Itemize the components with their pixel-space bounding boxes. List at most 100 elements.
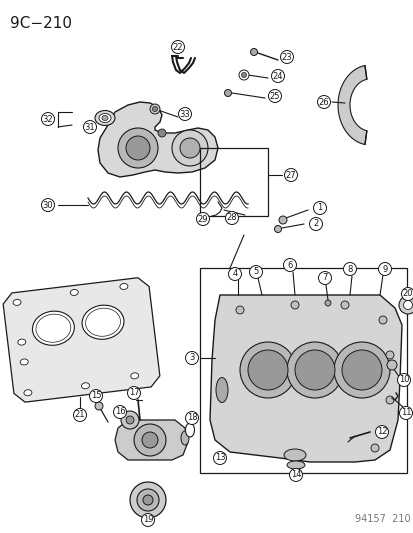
Text: 11: 11 <box>400 408 410 417</box>
Circle shape <box>118 128 158 168</box>
Ellipse shape <box>185 423 194 437</box>
Circle shape <box>150 104 159 114</box>
Circle shape <box>95 402 103 410</box>
Circle shape <box>89 390 102 402</box>
Ellipse shape <box>70 289 78 295</box>
Text: 20: 20 <box>402 289 412 298</box>
Text: 4: 4 <box>232 270 237 279</box>
Circle shape <box>113 406 126 418</box>
Circle shape <box>333 342 389 398</box>
Circle shape <box>126 136 150 160</box>
Ellipse shape <box>18 339 26 345</box>
Ellipse shape <box>36 314 71 342</box>
Circle shape <box>343 262 356 276</box>
Text: 22: 22 <box>172 43 183 52</box>
Circle shape <box>171 130 207 166</box>
Ellipse shape <box>102 116 108 120</box>
Bar <box>199 268 406 473</box>
Ellipse shape <box>131 373 138 379</box>
Text: 29: 29 <box>197 214 208 223</box>
Text: 19: 19 <box>142 515 153 524</box>
Circle shape <box>370 444 378 452</box>
Circle shape <box>126 416 134 424</box>
Text: 17: 17 <box>128 389 139 398</box>
Circle shape <box>250 49 257 55</box>
Circle shape <box>401 287 413 301</box>
Ellipse shape <box>13 300 21 305</box>
Circle shape <box>83 120 96 133</box>
Text: 32: 32 <box>43 115 53 124</box>
Ellipse shape <box>20 359 28 365</box>
Circle shape <box>280 51 293 63</box>
Ellipse shape <box>32 311 74 345</box>
Circle shape <box>152 107 157 111</box>
Bar <box>199 148 267 216</box>
Circle shape <box>324 300 330 306</box>
Ellipse shape <box>81 383 89 389</box>
Circle shape <box>294 350 334 390</box>
Circle shape <box>196 213 209 225</box>
Text: 8: 8 <box>347 264 352 273</box>
Text: 30: 30 <box>43 200 53 209</box>
Circle shape <box>274 225 281 232</box>
Circle shape <box>289 469 302 481</box>
Text: 27: 27 <box>285 171 296 180</box>
Circle shape <box>403 301 411 310</box>
Circle shape <box>313 201 326 214</box>
Circle shape <box>386 360 396 370</box>
Text: 7: 7 <box>322 273 327 282</box>
Ellipse shape <box>286 461 304 469</box>
Circle shape <box>225 212 238 224</box>
Circle shape <box>318 271 331 285</box>
Circle shape <box>121 411 139 429</box>
Circle shape <box>224 90 231 96</box>
Text: 16: 16 <box>114 408 125 416</box>
Text: 1: 1 <box>317 204 322 213</box>
Ellipse shape <box>82 305 123 340</box>
Polygon shape <box>3 278 159 402</box>
Text: 18: 18 <box>186 414 197 423</box>
Text: 2: 2 <box>313 220 318 229</box>
Circle shape <box>284 168 297 182</box>
Text: 14: 14 <box>290 471 301 480</box>
Text: 3: 3 <box>189 353 194 362</box>
Circle shape <box>385 351 393 359</box>
Circle shape <box>241 72 246 77</box>
Circle shape <box>238 70 248 80</box>
Polygon shape <box>98 102 218 177</box>
Ellipse shape <box>85 308 120 336</box>
Text: 23: 23 <box>281 52 292 61</box>
Text: 6: 6 <box>287 261 292 270</box>
Polygon shape <box>209 295 401 462</box>
Circle shape <box>41 112 55 125</box>
Ellipse shape <box>283 449 305 461</box>
Ellipse shape <box>95 110 115 125</box>
Circle shape <box>137 489 159 511</box>
Ellipse shape <box>180 431 189 445</box>
Circle shape <box>235 306 243 314</box>
Text: 33: 33 <box>179 109 190 118</box>
Circle shape <box>398 296 413 314</box>
Circle shape <box>399 407 411 419</box>
Ellipse shape <box>99 114 111 123</box>
Circle shape <box>127 386 140 400</box>
Circle shape <box>278 216 286 224</box>
Text: 24: 24 <box>272 71 282 80</box>
Circle shape <box>375 425 387 439</box>
Circle shape <box>283 259 296 271</box>
Text: 12: 12 <box>376 427 386 437</box>
Circle shape <box>185 351 198 365</box>
Polygon shape <box>115 420 188 460</box>
Circle shape <box>180 138 199 158</box>
Circle shape <box>240 342 295 398</box>
Circle shape <box>134 424 166 456</box>
Ellipse shape <box>24 390 32 395</box>
Circle shape <box>130 482 166 518</box>
Text: 28: 28 <box>226 214 237 222</box>
Text: 21: 21 <box>75 410 85 419</box>
Text: 26: 26 <box>318 98 328 107</box>
Text: 25: 25 <box>269 92 280 101</box>
Circle shape <box>158 129 166 137</box>
Circle shape <box>286 342 342 398</box>
Circle shape <box>142 432 158 448</box>
